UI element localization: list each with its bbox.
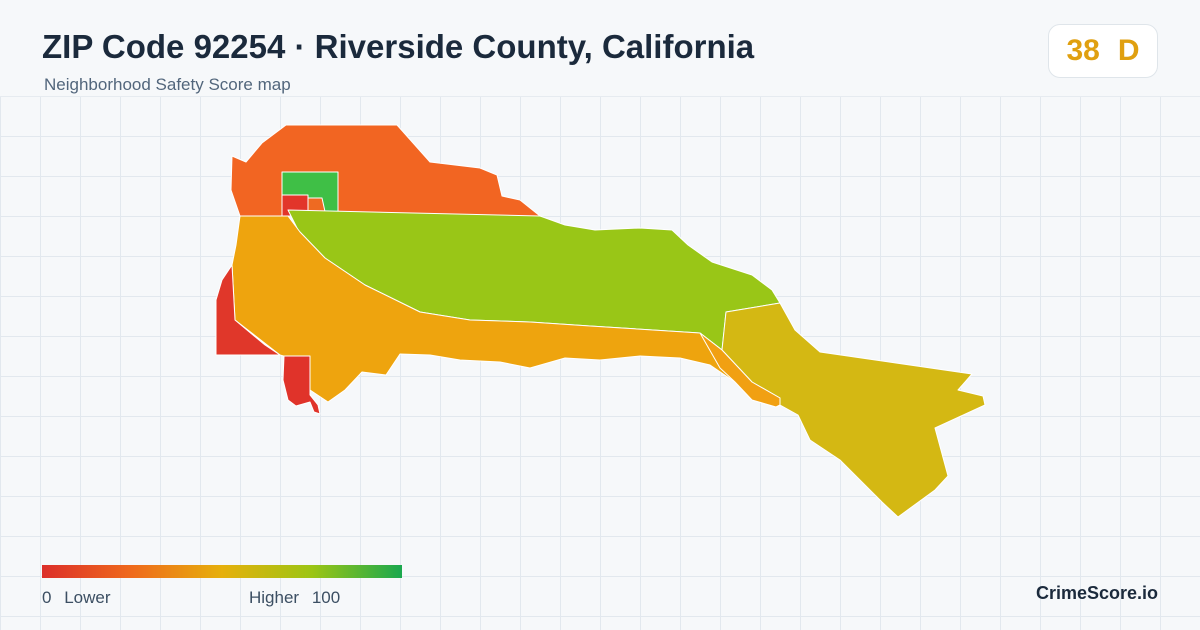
legend-low-label: 0 Lower — [42, 588, 111, 608]
map-region-southwest-red-spur[interactable] — [282, 355, 321, 415]
map-region-west-red-edge[interactable] — [215, 264, 281, 356]
legend-min-value: 0 — [42, 588, 52, 607]
map-region-east-orange-sliver[interactable] — [699, 332, 781, 408]
score-value: 38 — [1066, 34, 1100, 67]
score-badge: 38 D — [1048, 24, 1158, 78]
page-title: ZIP Code 92254 · Riverside County, Calif… — [42, 28, 755, 65]
score-grade: D — [1117, 34, 1140, 67]
legend-min-label: Lower — [64, 588, 111, 607]
legend-max-label: Higher — [249, 588, 300, 607]
legend-max-value: 100 — [311, 588, 341, 607]
map-region-east-yellow-area[interactable] — [721, 302, 986, 518]
brand-name: CrimeScore.io — [1035, 583, 1158, 603]
legend-high-label: Higher 100 — [249, 588, 340, 608]
header-band — [0, 0, 1200, 97]
page-subtitle: Neighborhood Safety Score map — [44, 75, 291, 94]
legend-gradient-bar — [42, 565, 402, 578]
map-region-north-area[interactable] — [230, 124, 541, 217]
